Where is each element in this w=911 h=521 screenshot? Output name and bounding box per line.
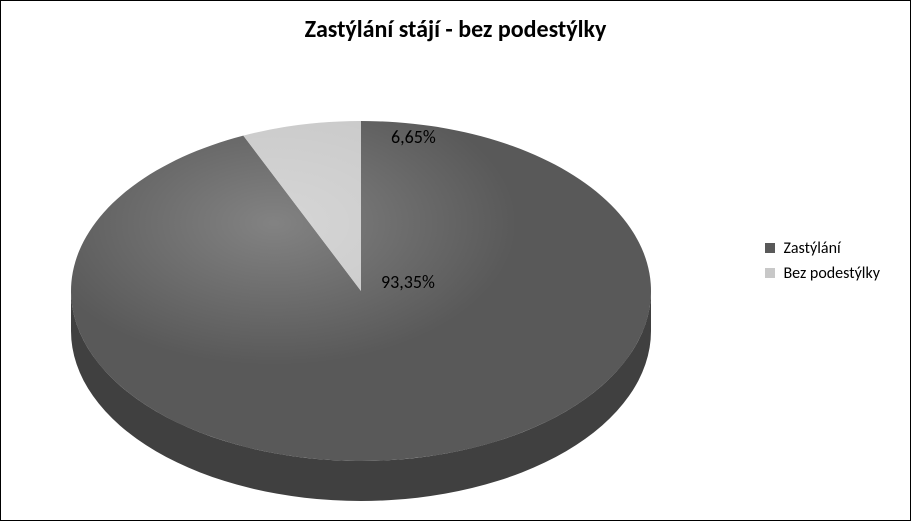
data-label-1: 6,65%: [391, 126, 436, 148]
legend-swatch-1: [765, 268, 775, 278]
data-label-0: 93,35%: [381, 271, 435, 293]
chart-frame: Zastýlání stájí - bez podestýlky 93,35% …: [0, 0, 911, 521]
legend-label-0: Zastýlání: [783, 239, 840, 258]
legend-item-1: Bez podestýlky: [765, 264, 880, 283]
legend-swatch-0: [765, 243, 775, 253]
pie-chart: 93,35% 6,65%: [61, 61, 661, 501]
chart-title: Zastýlání stájí - bez podestýlky: [1, 15, 910, 44]
legend-label-1: Bez podestýlky: [783, 264, 880, 283]
legend-item-0: Zastýlání: [765, 239, 880, 258]
legend: Zastýlání Bez podestýlky: [765, 233, 880, 289]
pie-svg: [61, 61, 661, 501]
